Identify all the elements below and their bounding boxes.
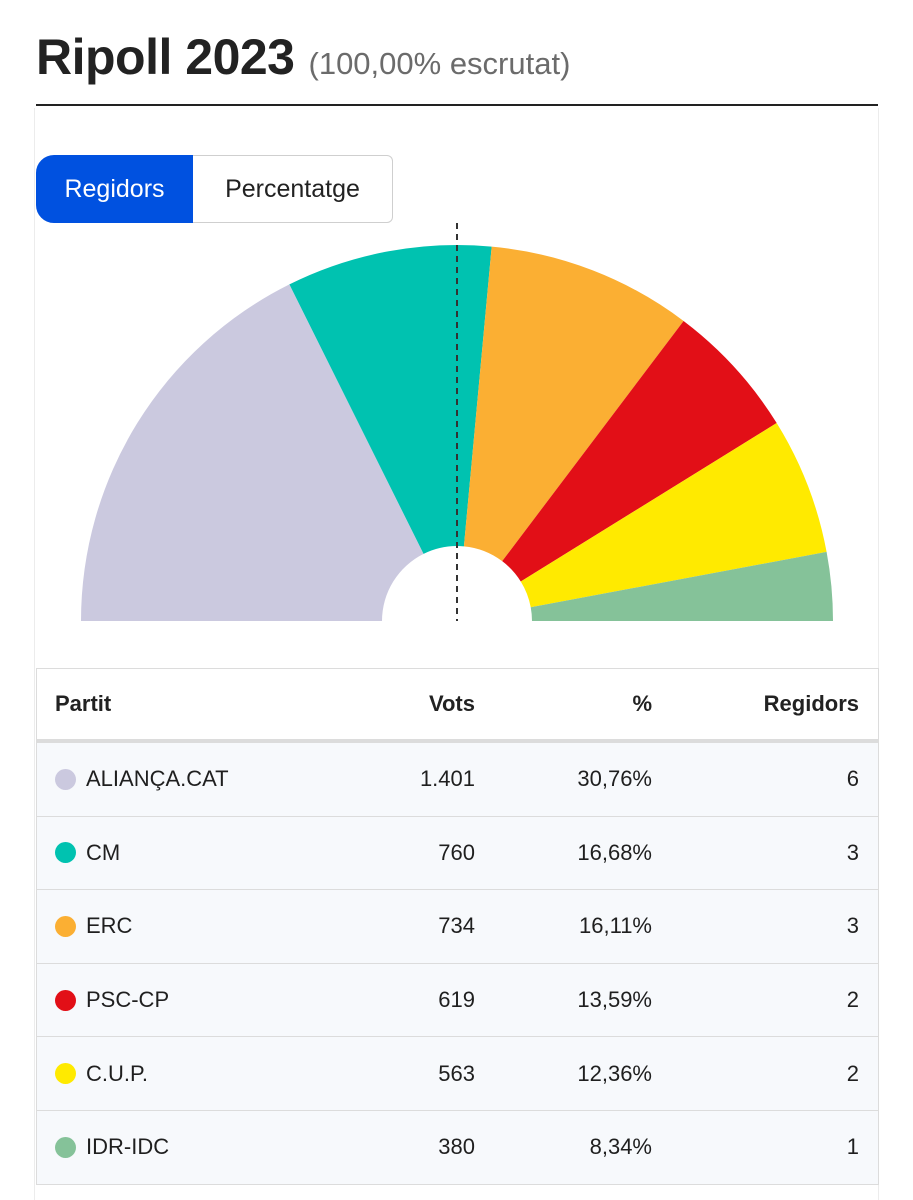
table-row: PSC-CP 619 13,59% 2 xyxy=(37,963,878,1038)
seats-cell: 2 xyxy=(846,987,859,1013)
pct-cell: 12,36% xyxy=(577,1060,652,1086)
votes-cell: 380 xyxy=(438,1134,475,1160)
seat-slices xyxy=(81,244,833,621)
results-panel xyxy=(34,108,879,1200)
table-row: IDR-IDC 380 8,34% 1 xyxy=(37,1110,878,1185)
table-row: ERC 734 16,11% 3 xyxy=(37,890,878,964)
toggle-percentatge-button[interactable]: Percentatge xyxy=(193,155,393,223)
header-party: Partit xyxy=(55,691,112,716)
seats-chart xyxy=(81,223,833,621)
pct-cell: 16,11% xyxy=(579,913,652,939)
party-name: IDR-IDC xyxy=(86,1134,170,1160)
view-toggle: Regidors Percentatge xyxy=(36,155,393,223)
seats-cell: 6 xyxy=(846,766,859,792)
votes-cell: 619 xyxy=(438,987,475,1013)
party-name: ERC xyxy=(86,913,133,939)
page-header: Ripoll 2023 (100,00% escrutat) xyxy=(36,28,878,106)
seat-slice-idr-idc xyxy=(530,551,833,621)
table-row: ALIANÇA.CAT 1.401 30,76% 6 xyxy=(37,743,878,817)
pct-cell: 16,68% xyxy=(577,839,652,865)
seat-slice-cm xyxy=(289,244,492,554)
header-votes: Vots xyxy=(428,691,475,716)
votes-cell: 563 xyxy=(438,1060,475,1086)
toggle-regidors-button[interactable]: Regidors xyxy=(36,155,193,223)
header-seats: Regidors xyxy=(763,691,859,716)
table-row: CM 760 16,68% 3 xyxy=(37,816,878,891)
party-name: C.U.P. xyxy=(86,1060,148,1086)
votes-cell: 760 xyxy=(438,839,475,865)
seat-slice-erc xyxy=(463,246,684,562)
party-name: ALIANÇA.CAT xyxy=(86,766,229,792)
votes-cell: 1.401 xyxy=(419,766,475,792)
pct-cell: 13,59% xyxy=(577,987,652,1013)
party-color-dot xyxy=(55,915,76,937)
page-title: Ripoll 2023 xyxy=(36,29,295,85)
party-color-dot xyxy=(55,768,76,790)
seats-cell: 2 xyxy=(846,1060,859,1086)
pct-cell: 8,34% xyxy=(589,1134,652,1160)
pct-cell: 30,76% xyxy=(577,766,652,792)
table-row: C.U.P. 563 12,36% 2 xyxy=(37,1037,878,1111)
votes-cell: 734 xyxy=(438,913,475,939)
seat-slice-c-u-p- xyxy=(520,423,827,608)
seat-slice-alian-a-cat xyxy=(81,284,424,621)
table-header: Partit Vots % Regidors xyxy=(37,669,878,743)
party-name: CM xyxy=(86,839,121,865)
seats-cell: 3 xyxy=(846,839,859,865)
seats-cell: 3 xyxy=(846,913,859,939)
party-name: PSC-CP xyxy=(86,987,170,1013)
count-status: (100,00% escrutat) xyxy=(308,46,571,81)
seat-slice-psc-cp xyxy=(502,320,777,582)
results-table: Partit Vots % Regidors ALIANÇA.CAT 1.401… xyxy=(36,668,879,1185)
seats-cell: 1 xyxy=(846,1134,859,1160)
party-color-dot xyxy=(55,842,76,864)
header-pct: % xyxy=(632,691,652,716)
party-color-dot xyxy=(55,1136,76,1158)
party-color-dot xyxy=(55,1063,76,1085)
party-color-dot xyxy=(55,989,76,1011)
